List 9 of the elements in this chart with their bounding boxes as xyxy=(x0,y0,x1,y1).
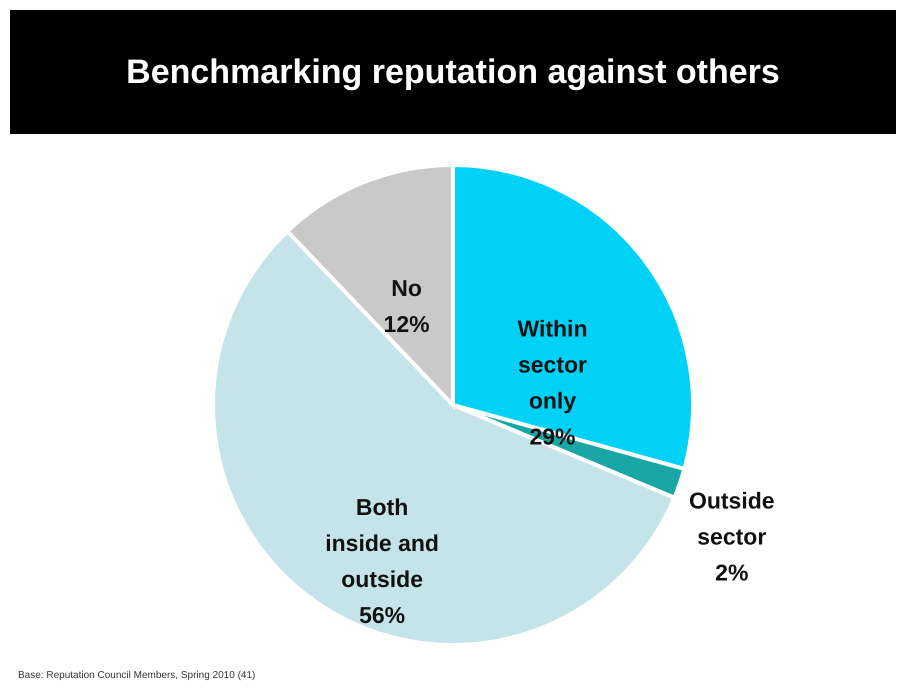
slice-label: Within sector only xyxy=(517,315,588,414)
data-label: 2% xyxy=(715,559,748,586)
text: Base: Reputation Council Members, Spring 2010 (41) xyxy=(18,670,256,681)
slice-label: Outside sector xyxy=(688,487,775,550)
data-label: 56% xyxy=(359,602,406,628)
slice-label: Both inside and outside xyxy=(325,494,439,592)
chart-title: Benchmarking reputation against others xyxy=(10,10,896,134)
slice-label: No xyxy=(391,274,422,301)
data-label: 12% xyxy=(384,310,430,337)
